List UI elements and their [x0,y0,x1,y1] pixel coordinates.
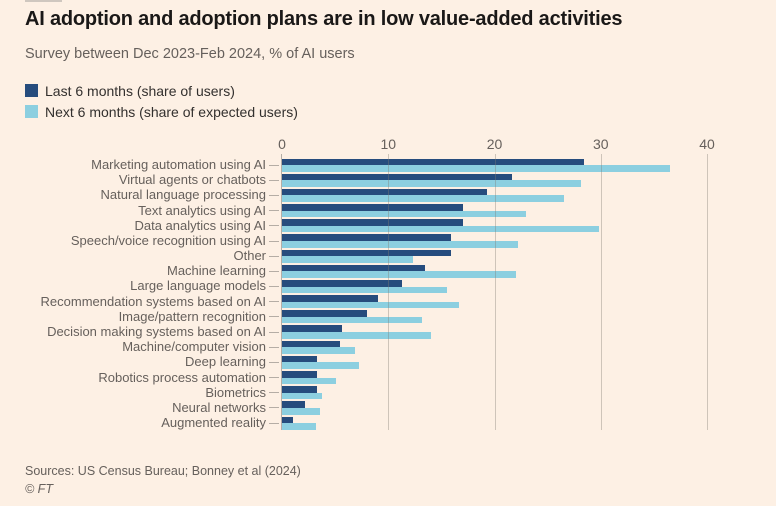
category-label: Robotics process automation [98,369,266,385]
category-label: Large language models [130,278,266,294]
bar-last-6-months [282,325,342,333]
category-tick [269,225,279,227]
bar-last-6-months [282,158,584,166]
bar-last-6-months [282,340,341,348]
category-tick [269,270,279,272]
bar-next-6-months [282,225,599,233]
bar-next-6-months [282,271,516,278]
x-axis-tick-label: 0 [278,136,286,152]
x-axis-tick-label: 20 [486,136,503,152]
category-label: Natural language processing [100,187,267,203]
bar-next-6-months [282,347,356,354]
category-tick [269,194,279,196]
category-label: Augmented reality [161,415,266,431]
ft-copyright: © FT [25,482,53,496]
legend-label: Last 6 months (share of users) [45,82,235,99]
bar-next-6-months [282,165,670,172]
category-label: Speech/voice recognition using AI [70,232,266,248]
category-label: Recommendation systems based on AI [40,293,266,309]
chart-title: AI adoption and adoption plans are in lo… [25,8,623,30]
bar-next-6-months [282,256,413,263]
bar-last-6-months [282,204,463,211]
category-tick [269,392,279,394]
bar-next-6-months [282,210,527,218]
category-tick [269,179,279,181]
category-label: Machine learning [166,263,266,279]
gridline [388,154,390,430]
x-axis-tick-label: 10 [380,136,397,152]
bar-next-6-months [282,407,321,415]
bar-next-6-months [282,286,447,294]
bar-last-6-months [282,401,306,408]
category-tick [269,361,279,363]
category-tick [269,255,279,257]
chart-legend: Last 6 months (share of users) Next 6 mon… [25,83,298,125]
x-axis-tick-label: 30 [592,136,609,152]
bar-last-6-months [282,371,318,378]
category-tick [269,331,279,333]
bar-last-6-months [282,355,318,363]
bar-next-6-months [282,423,316,430]
category-label: Marketing automation using AI [91,157,266,172]
bar-next-6-months [282,392,323,400]
category-label: Decision making systems based on AI [47,323,266,339]
category-tick [269,407,279,409]
category-tick [269,346,279,348]
category-tick [269,286,279,288]
bar-last-6-months [282,416,293,424]
bar-next-6-months [282,362,359,370]
category-tick [269,422,279,424]
legend-item-0: Last 6 months (share of users) [25,82,298,99]
x-axis-tick-label: 40 [699,136,715,152]
bar-last-6-months [282,386,318,393]
category-tick [269,316,279,318]
bar-last-6-months [282,295,378,302]
legend-item-1: Next 6 months (share of expected users) [25,103,298,120]
y-axis-line [281,154,282,430]
gridline [707,154,708,430]
category-label: Image/pattern recognition [118,308,266,324]
category-label: Neural networks [172,399,266,415]
bar-last-6-months [282,249,451,257]
legend-swatch-icon [25,105,38,118]
bar-next-6-months [282,241,518,248]
bar-next-6-months [282,316,423,324]
bar-next-6-months [282,377,337,385]
bar-next-6-months [282,301,460,309]
legend-swatch-icon [25,84,38,97]
top-edge-artifact [25,0,62,2]
bar-last-6-months [282,173,512,181]
bar-last-6-months [282,264,426,272]
legend-label: Next 6 months (share of expected users) [45,103,298,120]
category-tick [269,240,279,242]
bar-next-6-months [282,332,431,339]
category-label: Text analytics using AI [138,202,266,218]
category-tick [269,164,279,166]
bar-last-6-months [282,219,463,226]
category-label: Machine/computer vision [122,339,266,355]
source-note: Sources: US Census Bureau; Bonney et al … [25,464,301,478]
category-tick [269,210,279,212]
category-tick [269,377,279,379]
chart-subtitle: Survey between Dec 2023-Feb 2024, % of A… [25,46,355,62]
bar-last-6-months [282,234,451,241]
bar-last-6-months [282,188,488,196]
bar-last-6-months [282,310,367,317]
bar-next-6-months [282,195,564,203]
gridline [494,154,496,430]
category-label: Other [233,248,266,264]
category-tick [269,301,279,303]
gridline [600,154,602,430]
category-label: Deep learning [185,354,266,370]
bar-last-6-months [282,279,403,287]
category-label: Virtual agents or chatbots [118,172,266,188]
category-label: Data analytics using AI [134,217,266,233]
category-label: Biometrics [205,384,266,400]
bar-next-6-months [282,180,581,187]
